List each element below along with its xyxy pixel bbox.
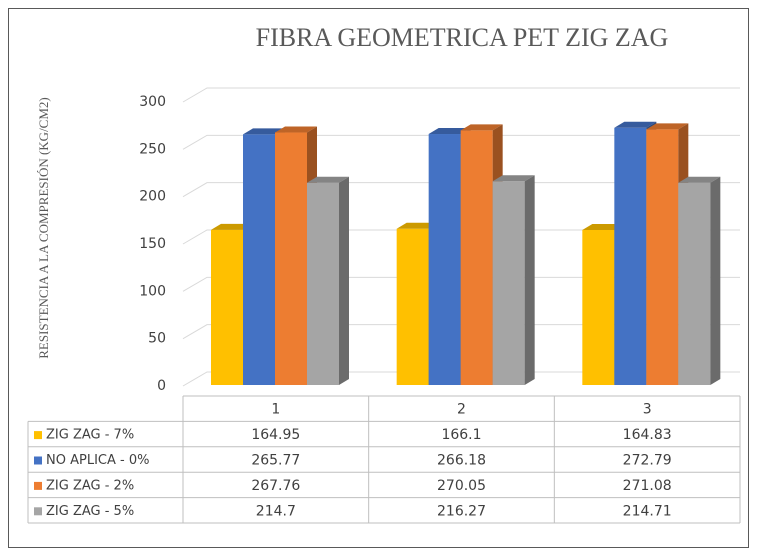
y-tick-label: 250 [139, 141, 166, 157]
bar-top [678, 176, 721, 183]
table-value: 166.1 [441, 427, 481, 443]
grid-line [182, 87, 740, 103]
grid-line [182, 276, 740, 292]
y-axis-label: RESISTENCIA A LA COMPRESIÓN (KG/CM2) [36, 97, 51, 358]
table-value: 265.77 [251, 453, 300, 469]
bar-top [307, 176, 349, 183]
bar [396, 228, 429, 385]
bar [275, 132, 307, 385]
table-value: 164.83 [623, 427, 672, 443]
x-tick-label: 1 [271, 402, 280, 418]
bar-side [339, 176, 349, 385]
bar-top [211, 223, 253, 230]
table-value: 267.76 [251, 478, 300, 494]
table-value: 164.95 [251, 427, 300, 443]
legend-marker [34, 507, 42, 516]
y-tick-label: 300 [139, 94, 166, 110]
bar-top [492, 175, 535, 182]
legend-marker [34, 431, 42, 440]
bar-top [614, 121, 657, 128]
bar-top [396, 222, 439, 229]
bar-top [646, 123, 689, 130]
y-tick-label: 50 [148, 331, 166, 347]
y-tick-label: 100 [139, 283, 166, 299]
legend-marker [34, 456, 42, 465]
grid-line [182, 134, 740, 150]
legend-label: ZIG ZAG - 7% [46, 428, 134, 443]
grid-line [182, 229, 740, 245]
bar-top [275, 126, 317, 133]
y-tick-label: 150 [139, 236, 166, 252]
bar-side [524, 175, 535, 385]
bar-top [243, 128, 285, 135]
bar [460, 130, 493, 385]
grid-line [182, 182, 740, 198]
grid-line [182, 324, 740, 340]
legend-label: NO APLICA - 0% [46, 453, 149, 468]
bar [646, 129, 679, 385]
bar [307, 182, 339, 385]
bar [243, 134, 275, 385]
bar [678, 182, 711, 385]
legend-label: ZIG ZAG - 2% [46, 478, 134, 493]
grid-line [182, 371, 740, 387]
legend-marker [34, 481, 42, 490]
table-value: 214.7 [256, 503, 296, 519]
table-value: 214.71 [623, 503, 672, 519]
bar [492, 181, 525, 385]
table-value: 272.79 [623, 453, 672, 469]
bar-top [582, 223, 625, 230]
table-value: 270.05 [437, 478, 486, 494]
chart-title: FIBRA GEOMETRICA PET ZIG ZAG [256, 23, 669, 52]
table-value: 271.08 [623, 478, 672, 494]
legend-label: ZIG ZAG - 5% [46, 504, 134, 519]
bar [428, 134, 461, 385]
x-tick-label: 3 [643, 402, 652, 418]
bar [211, 229, 243, 385]
y-tick-label: 200 [139, 189, 166, 205]
x-tick-label: 2 [457, 402, 466, 418]
table-value: 266.18 [437, 453, 486, 469]
bar [614, 127, 647, 386]
y-tick-label: 0 [157, 378, 166, 394]
bar-side [710, 176, 721, 385]
bar-top [428, 128, 471, 135]
table-value: 216.27 [437, 503, 486, 519]
bar-top [460, 124, 503, 131]
bar [582, 229, 615, 385]
